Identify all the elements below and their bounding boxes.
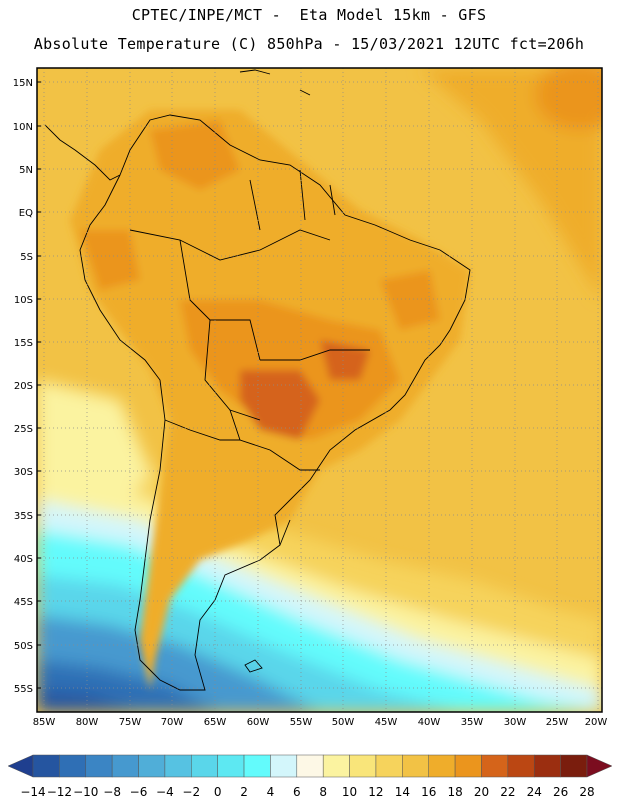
colorbar-swatch: [322, 754, 350, 778]
lat-label: 20S: [14, 381, 33, 392]
lon-label: 30W: [504, 717, 527, 728]
colorbar-swatch: [85, 754, 113, 778]
colorbar: −14 −12 −10 −8 −6 −4 −2 0 2 4 6 8 10 12 14 16 18 20 22 24 26…: [7, 754, 613, 799]
colorbar-label: 0: [214, 785, 222, 799]
colorbar-max-arrow: [586, 754, 613, 778]
lat-label: 10N: [13, 122, 33, 133]
map-title-line1: CPTEC/INPE/MCT - Eta Model 15km - GFS: [131, 6, 487, 24]
colorbar-label: 26: [553, 785, 568, 799]
colorbar-swatch: [164, 754, 192, 778]
map-frame: [36, 67, 603, 713]
lon-label: 20W: [585, 717, 608, 728]
lat-label: 55S: [14, 684, 33, 695]
colorbar-label: 20: [474, 785, 489, 799]
lon-label: 70W: [161, 717, 184, 728]
colorbar-label: −6: [130, 785, 148, 799]
lon-label: 65W: [204, 717, 227, 728]
lon-label: 35W: [461, 717, 484, 728]
colorbar-swatch: [296, 754, 324, 778]
colorbar-label: 2: [240, 785, 248, 799]
lat-label: 5N: [19, 165, 33, 176]
lat-label: 5S: [20, 252, 33, 263]
colorbar-swatch: [217, 754, 245, 778]
colorbar-label: 14: [395, 785, 410, 799]
colorbar-swatch: [454, 754, 482, 778]
colorbar-swatch: [428, 754, 456, 778]
lon-label: 55W: [290, 717, 313, 728]
lat-label: 15S: [14, 338, 33, 349]
colorbar-label: −12: [47, 785, 72, 799]
lat-label: 40S: [14, 554, 33, 565]
colorbar-swatch: [560, 754, 588, 778]
colorbar-swatch: [270, 754, 298, 778]
colorbar-label: −2: [182, 785, 200, 799]
colorbar-swatch: [111, 754, 139, 778]
lat-label: 25S: [14, 424, 33, 435]
colorbar-label: −4: [156, 785, 174, 799]
colorbar-label: 4: [267, 785, 275, 799]
lon-label: 40W: [418, 717, 441, 728]
lon-label: 45W: [375, 717, 398, 728]
colorbar-label: −14: [20, 785, 45, 799]
lat-label: 45S: [14, 597, 33, 608]
colorbar-swatch: [243, 754, 271, 778]
lon-label: 25W: [546, 717, 569, 728]
colorbar-swatch: [375, 754, 403, 778]
graticule: [37, 68, 602, 712]
colorbar-label: 6: [293, 785, 301, 799]
lat-label: 10S: [14, 295, 33, 306]
colorbar-swatch: [349, 754, 377, 778]
lat-label: 15N: [13, 78, 33, 89]
colorbar-label: 8: [319, 785, 327, 799]
colorbar-label: −8: [103, 785, 121, 799]
coastline-borders: [44, 69, 471, 691]
colorbar-swatch: [481, 754, 509, 778]
lon-label: 80W: [76, 717, 99, 728]
colorbar-label: 16: [421, 785, 436, 799]
colorbar-label: 28: [579, 785, 594, 799]
lon-label: 75W: [119, 717, 142, 728]
lon-label: 85W: [33, 717, 56, 728]
lat-label: 50S: [14, 641, 33, 652]
lat-label: EQ: [19, 208, 33, 219]
colorbar-label: 10: [342, 785, 357, 799]
colorbar-swatch: [138, 754, 166, 778]
colorbar-swatch: [191, 754, 218, 778]
colorbar-swatch: [32, 754, 60, 778]
colorbar-swatch: [402, 754, 429, 778]
lat-label: 30S: [14, 467, 33, 478]
lon-label: 60W: [247, 717, 270, 728]
colorbar-swatch: [533, 754, 561, 778]
colorbar-label: 22: [500, 785, 515, 799]
colorbar-label: 24: [527, 785, 542, 799]
colorbar-swatch: [507, 754, 535, 778]
colorbar-label: 18: [447, 785, 462, 799]
colorbar-label: −10: [73, 785, 98, 799]
colorbar-label: 12: [368, 785, 383, 799]
colorbar-swatch: [59, 754, 87, 778]
lat-label: 35S: [14, 511, 33, 522]
colorbar-min-arrow: [7, 754, 34, 778]
temperature-field: [37, 68, 602, 712]
map-title-line2: Absolute Temperature (C) 850hPa - 15/03/…: [33, 35, 585, 53]
lon-label: 50W: [332, 717, 355, 728]
